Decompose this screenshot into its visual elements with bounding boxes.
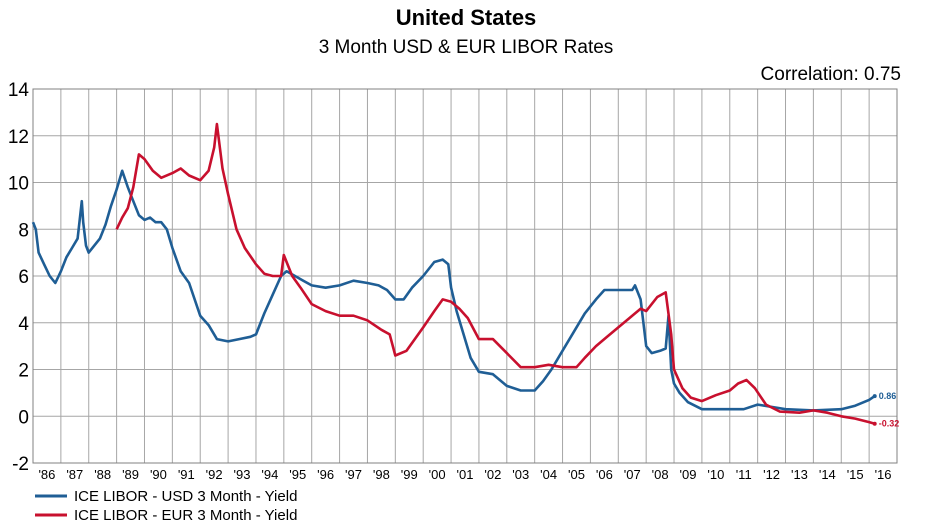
x-tick-label: '97 [345, 467, 362, 482]
x-tick-label: '06 [596, 467, 613, 482]
series-line-eur [115, 122, 876, 425]
correlation-annotation: Correlation: 0.75 [761, 64, 901, 85]
plot-border [32, 88, 898, 464]
end-label-usd: 0.86 [879, 391, 897, 401]
x-tick-label: '94 [261, 467, 278, 482]
x-tick-label: '93 [234, 467, 251, 482]
x-tick-label: '09 [679, 467, 696, 482]
x-tick-label: '96 [317, 467, 334, 482]
x-tick-label: '89 [122, 467, 139, 482]
x-tick-label: '04 [540, 467, 557, 482]
y-axis: -2 0 2 4 6 8 10 12 14 [8, 80, 30, 475]
y-tick-label: 0 [18, 407, 29, 428]
end-label-eur: -0.32 [879, 419, 900, 429]
y-tick-label: 14 [8, 80, 30, 101]
x-tick-label: '16 [875, 467, 892, 482]
x-tick-label: '88 [94, 467, 111, 482]
legend-label-usd: ICE LIBOR - USD 3 Month - Yield [74, 488, 297, 505]
x-tick-label: '08 [652, 467, 669, 482]
end-marker-eur [872, 421, 877, 426]
x-tick-label: '91 [178, 467, 195, 482]
x-tick-label: '01 [457, 467, 474, 482]
x-tick-label: '10 [707, 467, 724, 482]
x-tick-label: '00 [429, 467, 446, 482]
x-tick-label: '07 [624, 467, 641, 482]
y-tick-label: 12 [8, 127, 29, 148]
x-tick-label: '92 [206, 467, 223, 482]
x-axis: '86 '87 '88 '89 '90 '91 '92 '93 '94 '95 '96 '97 '98 '… [38, 467, 891, 482]
x-tick-label: '95 [289, 467, 306, 482]
y-tick-label: 10 [8, 174, 29, 195]
x-tick-label: '87 [66, 467, 83, 482]
y-tick-label: 8 [18, 220, 29, 241]
y-tick-label: 2 [18, 361, 29, 382]
chart-subtitle: 3 Month USD & EUR LIBOR Rates [319, 37, 614, 58]
x-tick-label: '14 [819, 467, 836, 482]
x-tick-label: '13 [791, 467, 808, 482]
x-tick-label: '90 [150, 467, 167, 482]
end-marker-usd [872, 394, 877, 399]
y-tick-label: 6 [18, 267, 29, 288]
chart-title: United States [396, 5, 537, 30]
legend-label-eur: ICE LIBOR - EUR 3 Month - Yield [74, 507, 297, 524]
x-tick-label: '05 [568, 467, 585, 482]
series-line-usd [31, 169, 876, 412]
x-tick-label: '03 [512, 467, 529, 482]
x-tick-label: '86 [38, 467, 55, 482]
y-tick-label: 4 [18, 314, 29, 335]
x-tick-label: '99 [401, 467, 418, 482]
legend: ICE LIBOR - USD 3 Month - Yield ICE LIBO… [35, 488, 297, 524]
x-tick-label: '15 [847, 467, 864, 482]
x-tick-label: '02 [484, 467, 501, 482]
y-tick-label: -2 [12, 454, 29, 475]
x-tick-label: '98 [373, 467, 390, 482]
plot-area [31, 122, 876, 425]
x-tick-label: '12 [763, 467, 780, 482]
end-labels: 0.86 -0.32 [872, 391, 900, 429]
grid [32, 88, 898, 464]
x-tick-label: '11 [736, 467, 752, 482]
